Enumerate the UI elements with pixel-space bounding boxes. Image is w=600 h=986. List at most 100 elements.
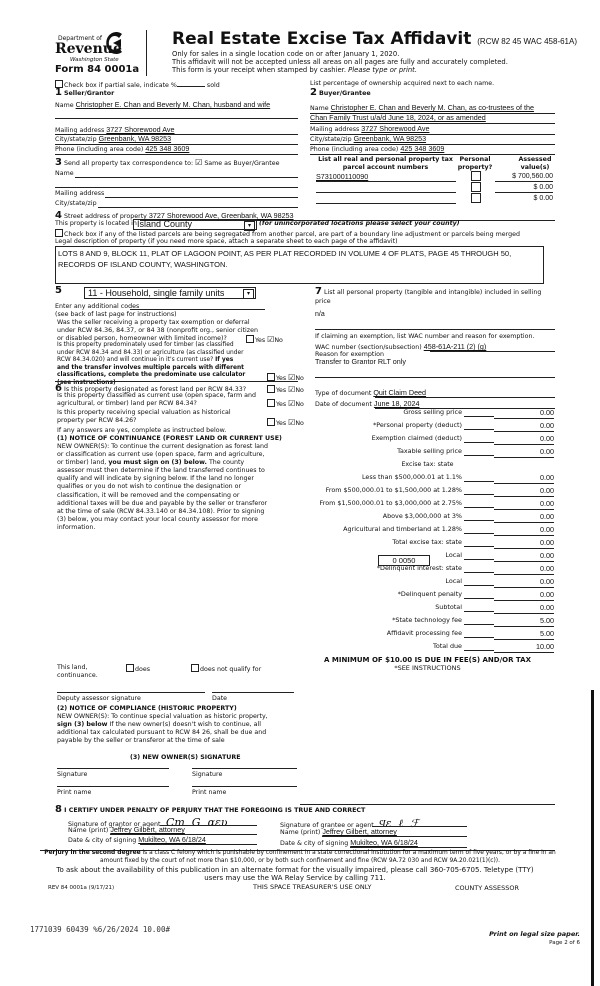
l: Signature of grantor or agent (68, 821, 161, 828)
partial-sale-checkbox[interactable] (55, 80, 63, 88)
yes-checkbox[interactable] (267, 399, 275, 407)
tax-row-value[interactable]: 0.00 (494, 538, 554, 549)
tax-row-value[interactable]: 0.00 (494, 434, 554, 445)
land-use-select[interactable]: 11 - Household, single family units ▾ (84, 287, 256, 299)
grantee-name-field[interactable]: Name (print) Jeffrey Gilbert, attorney (280, 827, 397, 837)
print-name-line[interactable] (57, 786, 169, 787)
buyer-name-line2[interactable]: Chan Family Trust u/a/d June 18, 2024, o… (310, 113, 486, 123)
tax-row-label: Total due (433, 642, 462, 650)
reason-label: Reason for exemption (315, 351, 384, 358)
ownership-note: List percentage of ownership acquired ne… (310, 80, 495, 87)
yes-checkbox[interactable] (267, 373, 275, 381)
tax-row-value[interactable]: 10.00 (494, 642, 554, 653)
t: The county assessor must then determine … (57, 459, 268, 531)
yes-checkbox[interactable] (267, 418, 275, 426)
tax-row-label: *State technology fee (392, 616, 462, 624)
signature-line[interactable] (57, 768, 169, 769)
tax-row-value[interactable]: 0.00 (494, 564, 554, 575)
forest-q1-yes-no[interactable]: Yes ☑No (267, 385, 304, 395)
tax-row-value[interactable]: 0.00 (494, 421, 554, 432)
grantee-date: Mukilteo, WA 6/18/24 (350, 838, 418, 847)
partial-sale-percent-field[interactable] (176, 86, 205, 87)
assessed-value[interactable]: $ 0.00 (495, 184, 553, 194)
yes-checkbox[interactable] (246, 335, 254, 343)
seller-phone-field[interactable]: Phone (including area code) 425 348 3609 (55, 144, 189, 154)
grantee-date-field[interactable]: Date & city of signing Mukilteo, WA 6/18… (280, 838, 418, 848)
signature-line[interactable] (192, 768, 297, 769)
perjury-notice: Perjury in the second degree is a class … (40, 850, 560, 865)
seller-name-field[interactable]: Name Christopher E. Chan and Beverly M. … (55, 100, 270, 110)
legal-description-box[interactable]: LOTS 8 AND 9, BLOCK 11, PLAT OF LAGOON P… (55, 246, 544, 284)
county-select[interactable]: Island County ▾ (133, 219, 257, 231)
does-option[interactable]: does (126, 664, 150, 674)
tax-row-value[interactable]: 5.00 (494, 616, 554, 627)
print-name-line[interactable] (192, 786, 297, 787)
timber-yes-no[interactable]: Yes ☑No (267, 373, 304, 383)
seller-city-field[interactable]: City/state/zip Greenbank, WA 98253 (55, 134, 171, 144)
street-address-field[interactable]: 4 Street address of property 3727 Shorew… (55, 210, 294, 222)
buyer-mailing-field[interactable]: Mailing address 3727 Shorewood Ave (310, 124, 430, 134)
forest-q3-yes-no[interactable]: Yes ☑No (267, 418, 304, 428)
tax-row-value[interactable]: 0.00 (494, 525, 554, 536)
assessed-value[interactable]: $ 700,560.00 (495, 173, 553, 183)
tax-row-value[interactable]: 0.00 (494, 590, 554, 601)
certify-heading: 8 I CERTIFY UNDER PENALTY OF PERJURY THA… (55, 804, 365, 816)
personal-property-value[interactable]: n/a (315, 311, 325, 318)
grantor-date-field[interactable]: Date & city of signing Mukilteo, WA 6/18… (68, 835, 206, 845)
land-use-value: 11 - Household, single family units (88, 288, 225, 298)
personal-property-checkbox[interactable] (471, 182, 481, 192)
does-not-checkbox[interactable] (191, 664, 199, 672)
tax-row-value[interactable]: 0.00 (494, 499, 554, 510)
wac-field[interactable]: WAC number (section/subsection) 458-61A-… (315, 342, 486, 352)
no-checkbox-checked[interactable]: ☑ (288, 399, 296, 408)
leader-line (464, 559, 494, 560)
tax-row-value[interactable]: 0.00 (494, 603, 554, 614)
buyer-name-field[interactable]: Name Christopher E. Chan and Beverly M. … (310, 103, 534, 113)
corr-city-field[interactable] (98, 207, 298, 208)
l: Name (print) (68, 827, 109, 834)
tax-row-value[interactable]: 0.00 (494, 473, 554, 484)
deputy-signature-line[interactable] (57, 692, 205, 693)
tax-row-value[interactable]: 0.00 (494, 577, 554, 588)
additional-codes-field[interactable] (130, 309, 265, 310)
tax-row-value[interactable]: 0.00 (494, 408, 554, 419)
does-not-option[interactable]: does not qualify for (191, 664, 261, 674)
doc-date-field[interactable]: Date of document June 18, 2024 (315, 399, 419, 409)
personal-property-checkbox[interactable] (471, 193, 481, 203)
assessed-value[interactable]: $ 0.00 (533, 195, 553, 202)
reason-value[interactable]: Transfer to Grantor RLT only (315, 357, 406, 366)
parcel-number[interactable]: S731000110090 (316, 172, 369, 181)
receipt-stamp: 1771039 60439 %6/26/2024 10.00# (30, 925, 170, 934)
does-checkbox[interactable] (126, 664, 134, 672)
exemption-yes-no[interactable]: Yes ☑No (246, 335, 283, 345)
tax-row-value[interactable]: 0.00 (494, 447, 554, 458)
tax-row-value[interactable]: 0.00 (494, 486, 554, 497)
tax-row-value[interactable]: 5.00 (494, 629, 554, 640)
segregated-checkbox[interactable] (55, 229, 63, 237)
date-line[interactable] (212, 692, 294, 693)
no-checkbox-checked[interactable]: ☑ (288, 373, 296, 382)
personal-property-checkbox[interactable] (471, 171, 481, 181)
dept-label: Department of (58, 35, 102, 42)
corr-name-field[interactable] (75, 177, 298, 178)
doc-type-field[interactable]: Type of document Quit Claim Deed (315, 388, 426, 398)
leader-line (464, 585, 494, 586)
corr-mailing-field[interactable] (105, 197, 298, 198)
local-rate-box[interactable]: 0 0050 (378, 555, 430, 566)
no-checkbox-checked[interactable]: ☑ (267, 335, 275, 344)
yes-checkbox[interactable] (267, 385, 275, 393)
tax-row-value[interactable]: 0.00 (494, 512, 554, 523)
leader-line (464, 416, 494, 417)
same-as-buyer-checkbox[interactable]: ☑ (195, 158, 203, 167)
no-checkbox-checked[interactable]: ☑ (288, 418, 296, 427)
no-checkbox-checked[interactable]: ☑ (288, 385, 296, 394)
leader-line (464, 494, 494, 495)
buyer-city-field[interactable]: City/state/zip Greenbank, WA 98253 (310, 134, 427, 144)
buyer-city: Greenbank, WA 98253 (353, 134, 427, 143)
section-number: 8 (55, 804, 62, 815)
buyer-phone-field[interactable]: Phone (including area code) 425 348 3609 (310, 144, 444, 154)
forest-q2-yes-no[interactable]: Yes ☑No (267, 399, 304, 409)
tax-row-value[interactable]: 0.00 (494, 551, 554, 562)
grantor-name-field[interactable]: Name (print) Jeffrey Gilbert, attorney (68, 825, 185, 835)
seller-mailing-field[interactable]: Mailing address 3727 Shorewood Ave (55, 125, 175, 135)
